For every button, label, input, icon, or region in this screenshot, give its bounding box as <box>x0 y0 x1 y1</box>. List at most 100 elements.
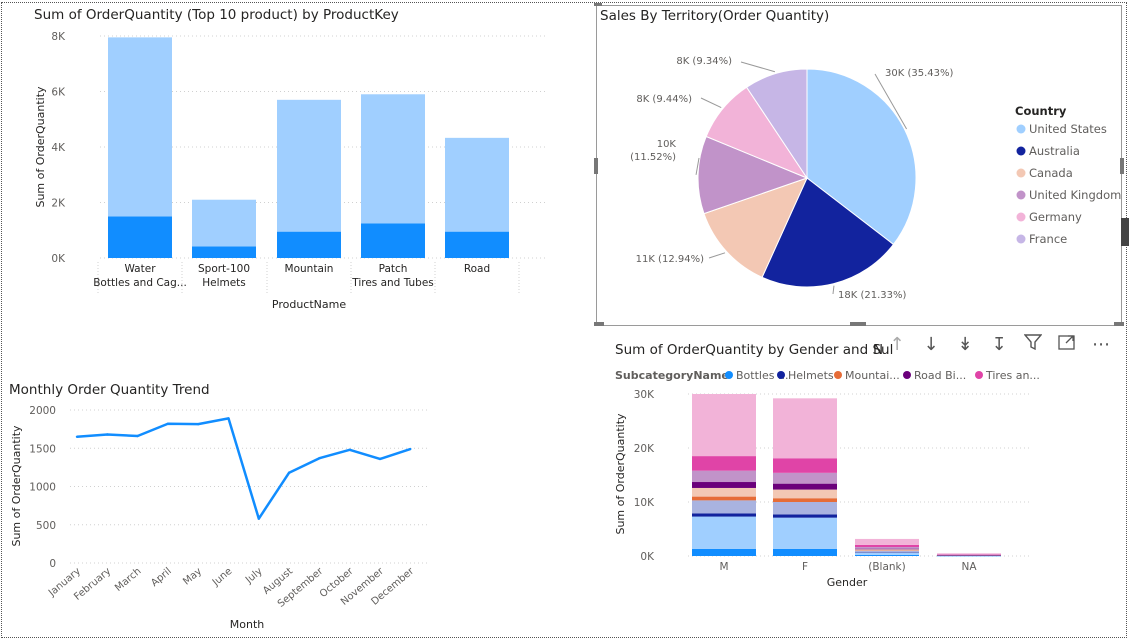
y-tick-label: 0K <box>640 551 655 563</box>
bar-segment <box>692 482 756 488</box>
x-tick-label: Tires and Tubes <box>351 277 434 289</box>
bar-segment <box>937 554 1001 555</box>
bar-segment <box>692 470 756 483</box>
x-tick-label: Helmets <box>202 277 246 289</box>
x-tick-label: (Blank) <box>868 561 905 573</box>
bar-segment <box>773 489 837 499</box>
pie-label-leader <box>708 252 726 259</box>
arrow-up-icon[interactable]: ↑ <box>889 334 905 355</box>
filter-icon[interactable] <box>1016 333 1050 357</box>
resize-handle[interactable] <box>850 322 866 326</box>
legend-marker <box>1016 212 1026 222</box>
legend-marker <box>1016 168 1026 178</box>
legend-marker <box>1016 234 1026 244</box>
resize-handle[interactable] <box>594 3 602 6</box>
bar-segment <box>937 555 1001 557</box>
y-tick-label: 10K <box>634 497 655 509</box>
pie-slice <box>703 177 808 278</box>
legend-marker <box>725 371 733 379</box>
bar <box>192 199 256 247</box>
bar-segment <box>773 517 837 549</box>
x-tick-label: NA <box>961 561 977 573</box>
scrollbar-handle[interactable] <box>1121 218 1129 246</box>
top-products-bar-chart[interactable]: Sum of OrderQuantity (Top 10 product) by… <box>0 0 560 330</box>
legend-label: Helmets <box>788 369 834 382</box>
legend-marker <box>975 371 983 379</box>
bar-segment <box>692 516 756 549</box>
legend-label: Road Bi... <box>914 369 966 382</box>
data-point <box>106 433 109 436</box>
bar <box>108 37 172 217</box>
bar-segment <box>692 548 756 556</box>
x-tick-label: March <box>113 566 143 594</box>
pie-slice <box>745 68 808 180</box>
chart-title: Monthly Order Quantity Trend <box>9 382 210 398</box>
x-tick-label: Road <box>464 263 490 275</box>
data-point <box>348 448 351 451</box>
bar <box>445 231 509 258</box>
expand-down-icon[interactable]: ↧ <box>991 334 1007 355</box>
gender-subcategory-stacked-bar-chart[interactable]: Sum of OrderQuantity by Gender and Sul 0… <box>596 334 1056 640</box>
sales-by-territory-pie-chart[interactable]: Sales By Territory(Order Quantity) 30K (… <box>596 5 1122 326</box>
y-axis-label: Sum of OrderQuantity <box>34 86 47 208</box>
resize-handle[interactable] <box>1120 158 1124 174</box>
bar-segment <box>773 498 837 502</box>
y-tick-label: 2K <box>51 198 66 210</box>
x-tick-label: Water <box>124 263 156 275</box>
y-tick-label: 30K <box>634 389 655 401</box>
x-axis-label: ProductName <box>272 298 346 311</box>
x-tick-label: Mountain <box>285 263 334 275</box>
chart-title-tail: N <box>873 342 883 358</box>
legend-label: United States <box>1029 122 1107 136</box>
legend-title: SubcategoryName <box>615 369 729 382</box>
bar-segment <box>773 514 837 518</box>
bar <box>277 231 341 258</box>
pie-data-label: 10K <box>657 139 677 150</box>
resize-handle[interactable] <box>1114 322 1124 326</box>
bar-segment <box>855 549 919 551</box>
x-tick-label: Sport-100 <box>198 263 250 275</box>
data-point <box>318 456 321 460</box>
legend-label: Mountai... <box>845 369 900 382</box>
y-tick-label: 6K <box>51 87 66 99</box>
bar-segment <box>855 552 919 555</box>
bar-segment <box>773 472 837 484</box>
x-tick-label: M <box>719 561 728 573</box>
bar-segment <box>855 554 919 556</box>
legend-marker <box>777 371 785 379</box>
legend-label: Australia <box>1029 144 1080 158</box>
bar <box>277 99 341 232</box>
resize-handle[interactable] <box>594 158 598 174</box>
y-tick-label: 20K <box>634 443 655 455</box>
bar-segment <box>855 552 919 553</box>
legend-label: Tires an... <box>985 369 1040 382</box>
arrow-down-icon[interactable]: ↓ <box>923 334 939 355</box>
focus-mode-icon[interactable] <box>1050 333 1084 357</box>
bar-segment <box>855 538 919 545</box>
data-point <box>409 447 412 451</box>
bar-segment <box>855 550 919 551</box>
pie-data-label: 18K (21.33%) <box>838 290 906 301</box>
data-point <box>257 517 260 520</box>
resize-handle[interactable] <box>594 322 604 326</box>
double-arrow-down-icon[interactable]: ↡ <box>957 334 973 355</box>
y-tick-label: 1000 <box>29 482 56 494</box>
bar-segment <box>937 553 1001 555</box>
more-options-icon[interactable]: ⋯ <box>1092 334 1110 355</box>
bar-segment <box>773 548 837 556</box>
x-axis-label: Month <box>230 618 265 631</box>
bar-segment <box>773 502 837 515</box>
y-axis-label: Sum of OrderQuantity <box>10 425 23 547</box>
bar <box>445 137 509 232</box>
y-tick-label: 500 <box>36 520 56 532</box>
pie-data-label: 30K (35.43%) <box>885 68 953 79</box>
bar-segment <box>773 398 837 459</box>
data-point <box>378 457 382 461</box>
bar-segment <box>855 548 919 550</box>
data-point <box>287 471 291 474</box>
y-tick-label: 2000 <box>29 405 56 417</box>
pie-label-leader <box>740 61 776 73</box>
monthly-trend-line-chart[interactable]: Monthly Order Quantity Trend 0 500 1000 150… <box>0 378 440 640</box>
series-line <box>76 417 411 520</box>
